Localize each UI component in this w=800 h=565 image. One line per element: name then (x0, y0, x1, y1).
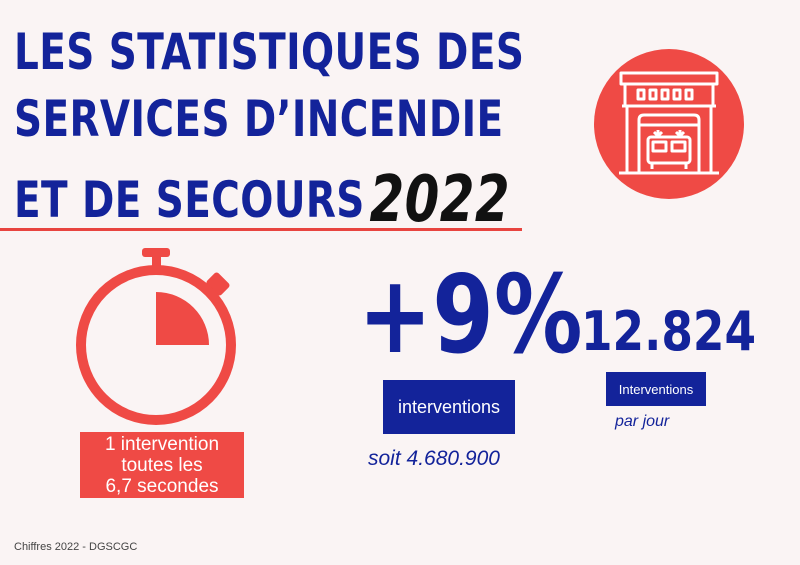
growth-value: +9% (358, 253, 583, 378)
growth-label-box: interventions (383, 380, 515, 434)
title-line-3: ET DE SECOURS2022 (14, 164, 510, 232)
title-underline (0, 228, 522, 231)
frequency-line-1: 1 intervention (104, 434, 220, 455)
title-line-1: LES STATISTIQUES DES (14, 23, 525, 81)
title-line-2: SERVICES D’INCENDIE (14, 90, 504, 148)
frequency-line-3: 6,7 secondes (105, 476, 219, 497)
title-line-3-text: ET DE SECOURS (14, 171, 365, 229)
source-note: Chiffres 2022 - DGSCGC (14, 541, 138, 553)
growth-detail: soit 4.680.900 (368, 447, 500, 470)
frequency-stat-box: 1 intervention toutes les 6,7 secondes (80, 432, 244, 498)
daily-detail: par jour (615, 413, 670, 430)
growth-label: interventions (397, 396, 501, 417)
daily-label: Interventions (618, 381, 694, 397)
stopwatch-icon (66, 242, 246, 432)
daily-label-box: Interventions (606, 372, 706, 406)
frequency-line-2: toutes les (121, 455, 203, 476)
title-year: 2022 (369, 163, 510, 237)
fire-station-icon (594, 49, 744, 199)
daily-value: 12.824 (581, 300, 757, 363)
